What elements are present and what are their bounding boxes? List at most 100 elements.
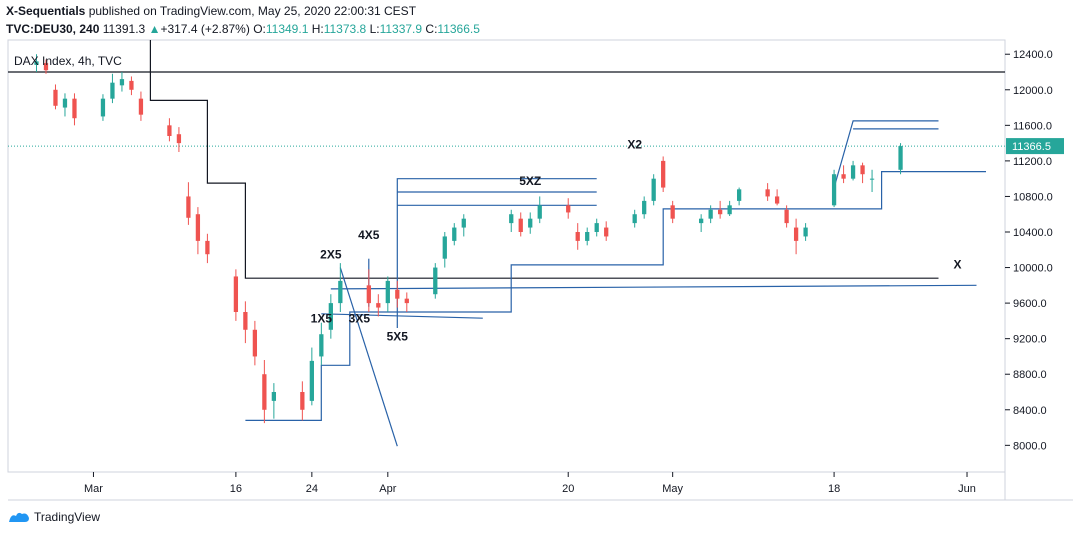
annotation-label: 3X5 <box>349 312 371 326</box>
annotation-label: X2 <box>627 137 642 151</box>
annotation-label: 4X5 <box>358 228 380 242</box>
x-tick-label: 18 <box>828 483 840 495</box>
candle-body <box>585 232 590 241</box>
candle-body <box>708 209 713 219</box>
candle-body <box>765 189 770 197</box>
published-text: published on TradingView.com, May 25, 20… <box>88 4 417 18</box>
candle-body <box>62 98 68 108</box>
annotation-label: X <box>954 257 962 271</box>
y-tick-label: 11200.0 <box>1013 156 1052 168</box>
candle-body <box>803 227 808 237</box>
open-value: 11349.1 <box>265 22 309 36</box>
y-tick-label: 10000.0 <box>1013 263 1053 275</box>
drawing-diagonal-down <box>339 267 398 447</box>
drawing-channel-up <box>833 120 939 188</box>
candle-body <box>831 174 837 206</box>
author-name[interactable]: X-Sequentials <box>6 4 86 18</box>
candle-body <box>395 289 400 299</box>
candle-body <box>72 98 77 119</box>
candle-body <box>262 374 267 410</box>
x-tick-label: Jun <box>958 483 976 495</box>
candle-body <box>518 218 523 232</box>
candle-body <box>774 196 780 204</box>
brand-label: TradingView <box>34 510 101 524</box>
candle-body <box>651 178 656 201</box>
candle-body <box>119 79 125 86</box>
candle-body <box>233 276 239 312</box>
candle-body <box>461 218 466 228</box>
close-label: C: <box>425 22 438 36</box>
candle-body <box>604 227 609 237</box>
candle-body <box>632 214 637 224</box>
y-tick-label: 11600.0 <box>1013 120 1052 132</box>
change-value: +317.4 (+2.87%) <box>160 22 250 36</box>
candle-body <box>138 98 144 115</box>
candle-body <box>528 218 533 228</box>
x-tick-label: Mar <box>84 483 103 495</box>
candle-body <box>784 209 789 224</box>
candle-body <box>699 218 704 224</box>
candle-body <box>452 227 457 241</box>
candle-body <box>661 160 666 188</box>
candle-body <box>442 236 447 259</box>
ohlc-bar: TVC:DEU30, 240 11391.3 ▲+317.4 (+2.87%) … <box>6 22 480 36</box>
candle-body <box>575 232 580 241</box>
y-tick-label: 10800.0 <box>1013 191 1053 203</box>
candle-body <box>841 174 846 179</box>
candle-body <box>509 214 514 224</box>
candle-body <box>385 280 390 304</box>
x-tick-label: 16 <box>230 483 242 495</box>
y-tick-label: 8800.0 <box>1013 369 1047 381</box>
candle-body <box>195 214 201 241</box>
y-tick-label: 12000.0 <box>1013 85 1053 97</box>
candle-body <box>850 165 856 179</box>
drawing-step-black <box>149 40 939 279</box>
candle-body <box>670 205 675 219</box>
candle-body <box>869 178 875 180</box>
candle-body <box>338 280 343 304</box>
candle-body <box>566 205 571 213</box>
plot-area <box>7 39 1006 473</box>
candle-body <box>718 209 723 215</box>
drawing-x-level <box>330 284 977 290</box>
annotation-label: 1X5 <box>311 312 333 326</box>
x-tick-label: Apr <box>379 483 396 495</box>
chart-title: DAX Index, 4h, TVC <box>14 54 122 68</box>
candle-body <box>594 223 599 232</box>
candle-body <box>110 82 115 99</box>
candle-body <box>328 303 333 330</box>
drawing-level-9500 <box>321 313 483 319</box>
annotation-label: 5X5 <box>387 329 409 343</box>
candle-body <box>176 134 182 144</box>
last-price: 11391.3 <box>102 22 146 36</box>
y-tick-label: 8000.0 <box>1013 440 1047 452</box>
price-badge <box>1006 138 1064 155</box>
candle-body <box>433 267 438 295</box>
candle-body <box>100 98 106 117</box>
candle-body <box>309 360 314 401</box>
close-value: 11366.5 <box>437 22 480 36</box>
candle-body <box>129 80 134 90</box>
candle-body <box>537 205 542 219</box>
tradingview-brand[interactable]: TradingView <box>8 510 100 524</box>
candle-body <box>300 392 305 410</box>
x-tick-label: 24 <box>306 483 318 495</box>
low-label: L: <box>369 22 380 36</box>
high-value: 11373.8 <box>323 22 367 36</box>
y-tick-label: 12400.0 <box>1013 49 1053 61</box>
low-value: 11337.9 <box>379 22 423 36</box>
candle-body <box>43 63 49 71</box>
x-tick-label: 20 <box>562 483 574 495</box>
candle-body <box>793 227 799 241</box>
x-tick-label: May <box>662 483 683 495</box>
high-label: H: <box>311 22 324 36</box>
candle-body <box>727 205 732 215</box>
candle-body <box>319 334 324 357</box>
candle-body <box>205 240 210 255</box>
publish-info: X-Sequentials published on TradingView.c… <box>6 4 416 18</box>
candle-body <box>642 200 647 215</box>
y-tick-label: 10400.0 <box>1013 227 1053 239</box>
drawing-box-top-5xz <box>396 178 597 328</box>
symbol-label: TVC:DEU30, 240 <box>6 22 100 36</box>
